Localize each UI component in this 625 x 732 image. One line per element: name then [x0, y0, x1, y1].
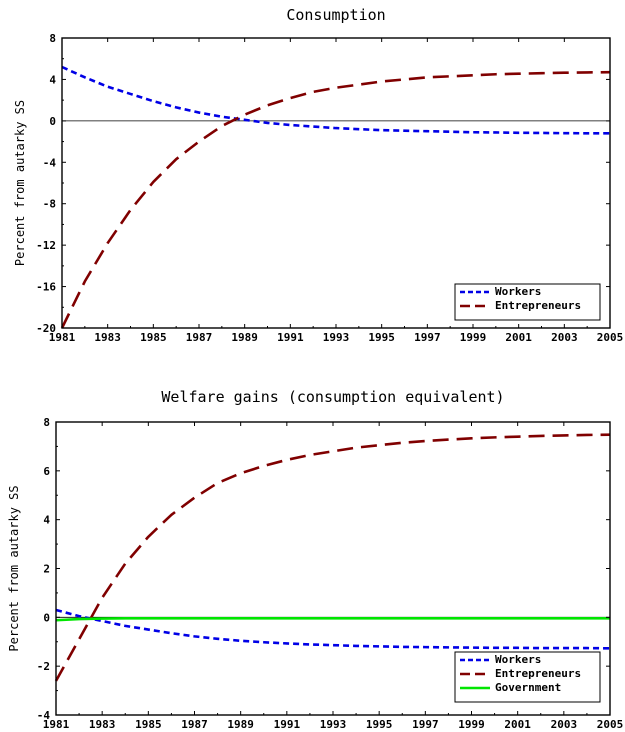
- y-tick-label: 4: [49, 73, 56, 86]
- x-tick-label: 2003: [551, 331, 578, 344]
- x-tick-label: 1991: [277, 331, 304, 344]
- legend-box: [454, 283, 601, 321]
- chart-panel-1: Welfare gains (consumption equivalent) Pe…: [7, 388, 623, 731]
- y-tick-label: -20: [36, 322, 56, 335]
- y-tick-label: -8: [43, 198, 56, 211]
- series-line-workers: [55, 608, 611, 650]
- y-tick-label: 8: [49, 32, 56, 45]
- chart-panel-0: Consumption Percent from autarky SS 1981 19…: [13, 6, 623, 344]
- y-tick-label: 6: [43, 465, 50, 478]
- x-tick-label: 1983: [94, 331, 121, 344]
- chart-title: Welfare gains (consumption equivalent): [161, 388, 504, 406]
- x-tick-label: 1999: [460, 331, 487, 344]
- x-tick-label: 1995: [368, 331, 395, 344]
- y-tick-label: -2: [37, 660, 50, 673]
- x-tick-label: 1989: [231, 331, 258, 344]
- x-tick-label: 1993: [323, 331, 350, 344]
- y-axis-label: Percent from autarky SS: [13, 100, 27, 266]
- y-tick-label: 4: [43, 514, 50, 527]
- series-line-entrepreneurs: [60, 70, 611, 329]
- y-tick-label: -16: [36, 281, 56, 294]
- legend-label-entrepreneurs: Entrepreneurs: [495, 667, 581, 680]
- x-tick-label: 1987: [181, 718, 208, 731]
- x-tick-label: 2001: [504, 718, 531, 731]
- x-tick-label: 1981: [43, 718, 70, 731]
- x-tick-label: 2001: [505, 331, 532, 344]
- x-tick-label: 1995: [366, 718, 393, 731]
- y-tick-label: 0: [49, 115, 56, 128]
- y-axis-label: Percent from autarky SS: [7, 485, 21, 651]
- legend-label-workers: Workers: [495, 285, 541, 298]
- x-tick-label: 1981: [49, 331, 76, 344]
- chart-title: Consumption: [286, 6, 385, 24]
- x-tick-label: 1983: [89, 718, 116, 731]
- y-tick-label: -4: [37, 709, 51, 722]
- y-tick-label: 2: [43, 563, 50, 576]
- series-line-government: [55, 617, 610, 622]
- x-tick-label: 2005: [597, 718, 624, 731]
- legend-label-government: Government: [495, 681, 561, 694]
- y-tick-label: 8: [43, 416, 50, 429]
- x-tick-label: 1997: [414, 331, 441, 344]
- x-tick-label: 1985: [140, 331, 167, 344]
- x-tick-label: 1991: [274, 718, 301, 731]
- x-tick-label: 2003: [551, 718, 578, 731]
- y-tick-label: -12: [36, 239, 56, 252]
- x-tick-label: 2005: [597, 331, 624, 344]
- x-tick-label: 1985: [135, 718, 162, 731]
- x-tick-label: 1989: [227, 718, 254, 731]
- x-tick-label: 1993: [320, 718, 347, 731]
- legend-label-entrepreneurs: Entrepreneurs: [495, 299, 581, 312]
- x-tick-label: 1987: [186, 331, 213, 344]
- series-line-workers: [61, 65, 610, 135]
- series-line-entrepreneurs: [54, 433, 611, 682]
- x-tick-label: 1997: [412, 718, 439, 731]
- y-tick-label: 0: [43, 611, 50, 624]
- x-tick-label: 1999: [458, 718, 485, 731]
- legend-label-workers: Workers: [495, 653, 541, 666]
- y-tick-label: -4: [43, 156, 57, 169]
